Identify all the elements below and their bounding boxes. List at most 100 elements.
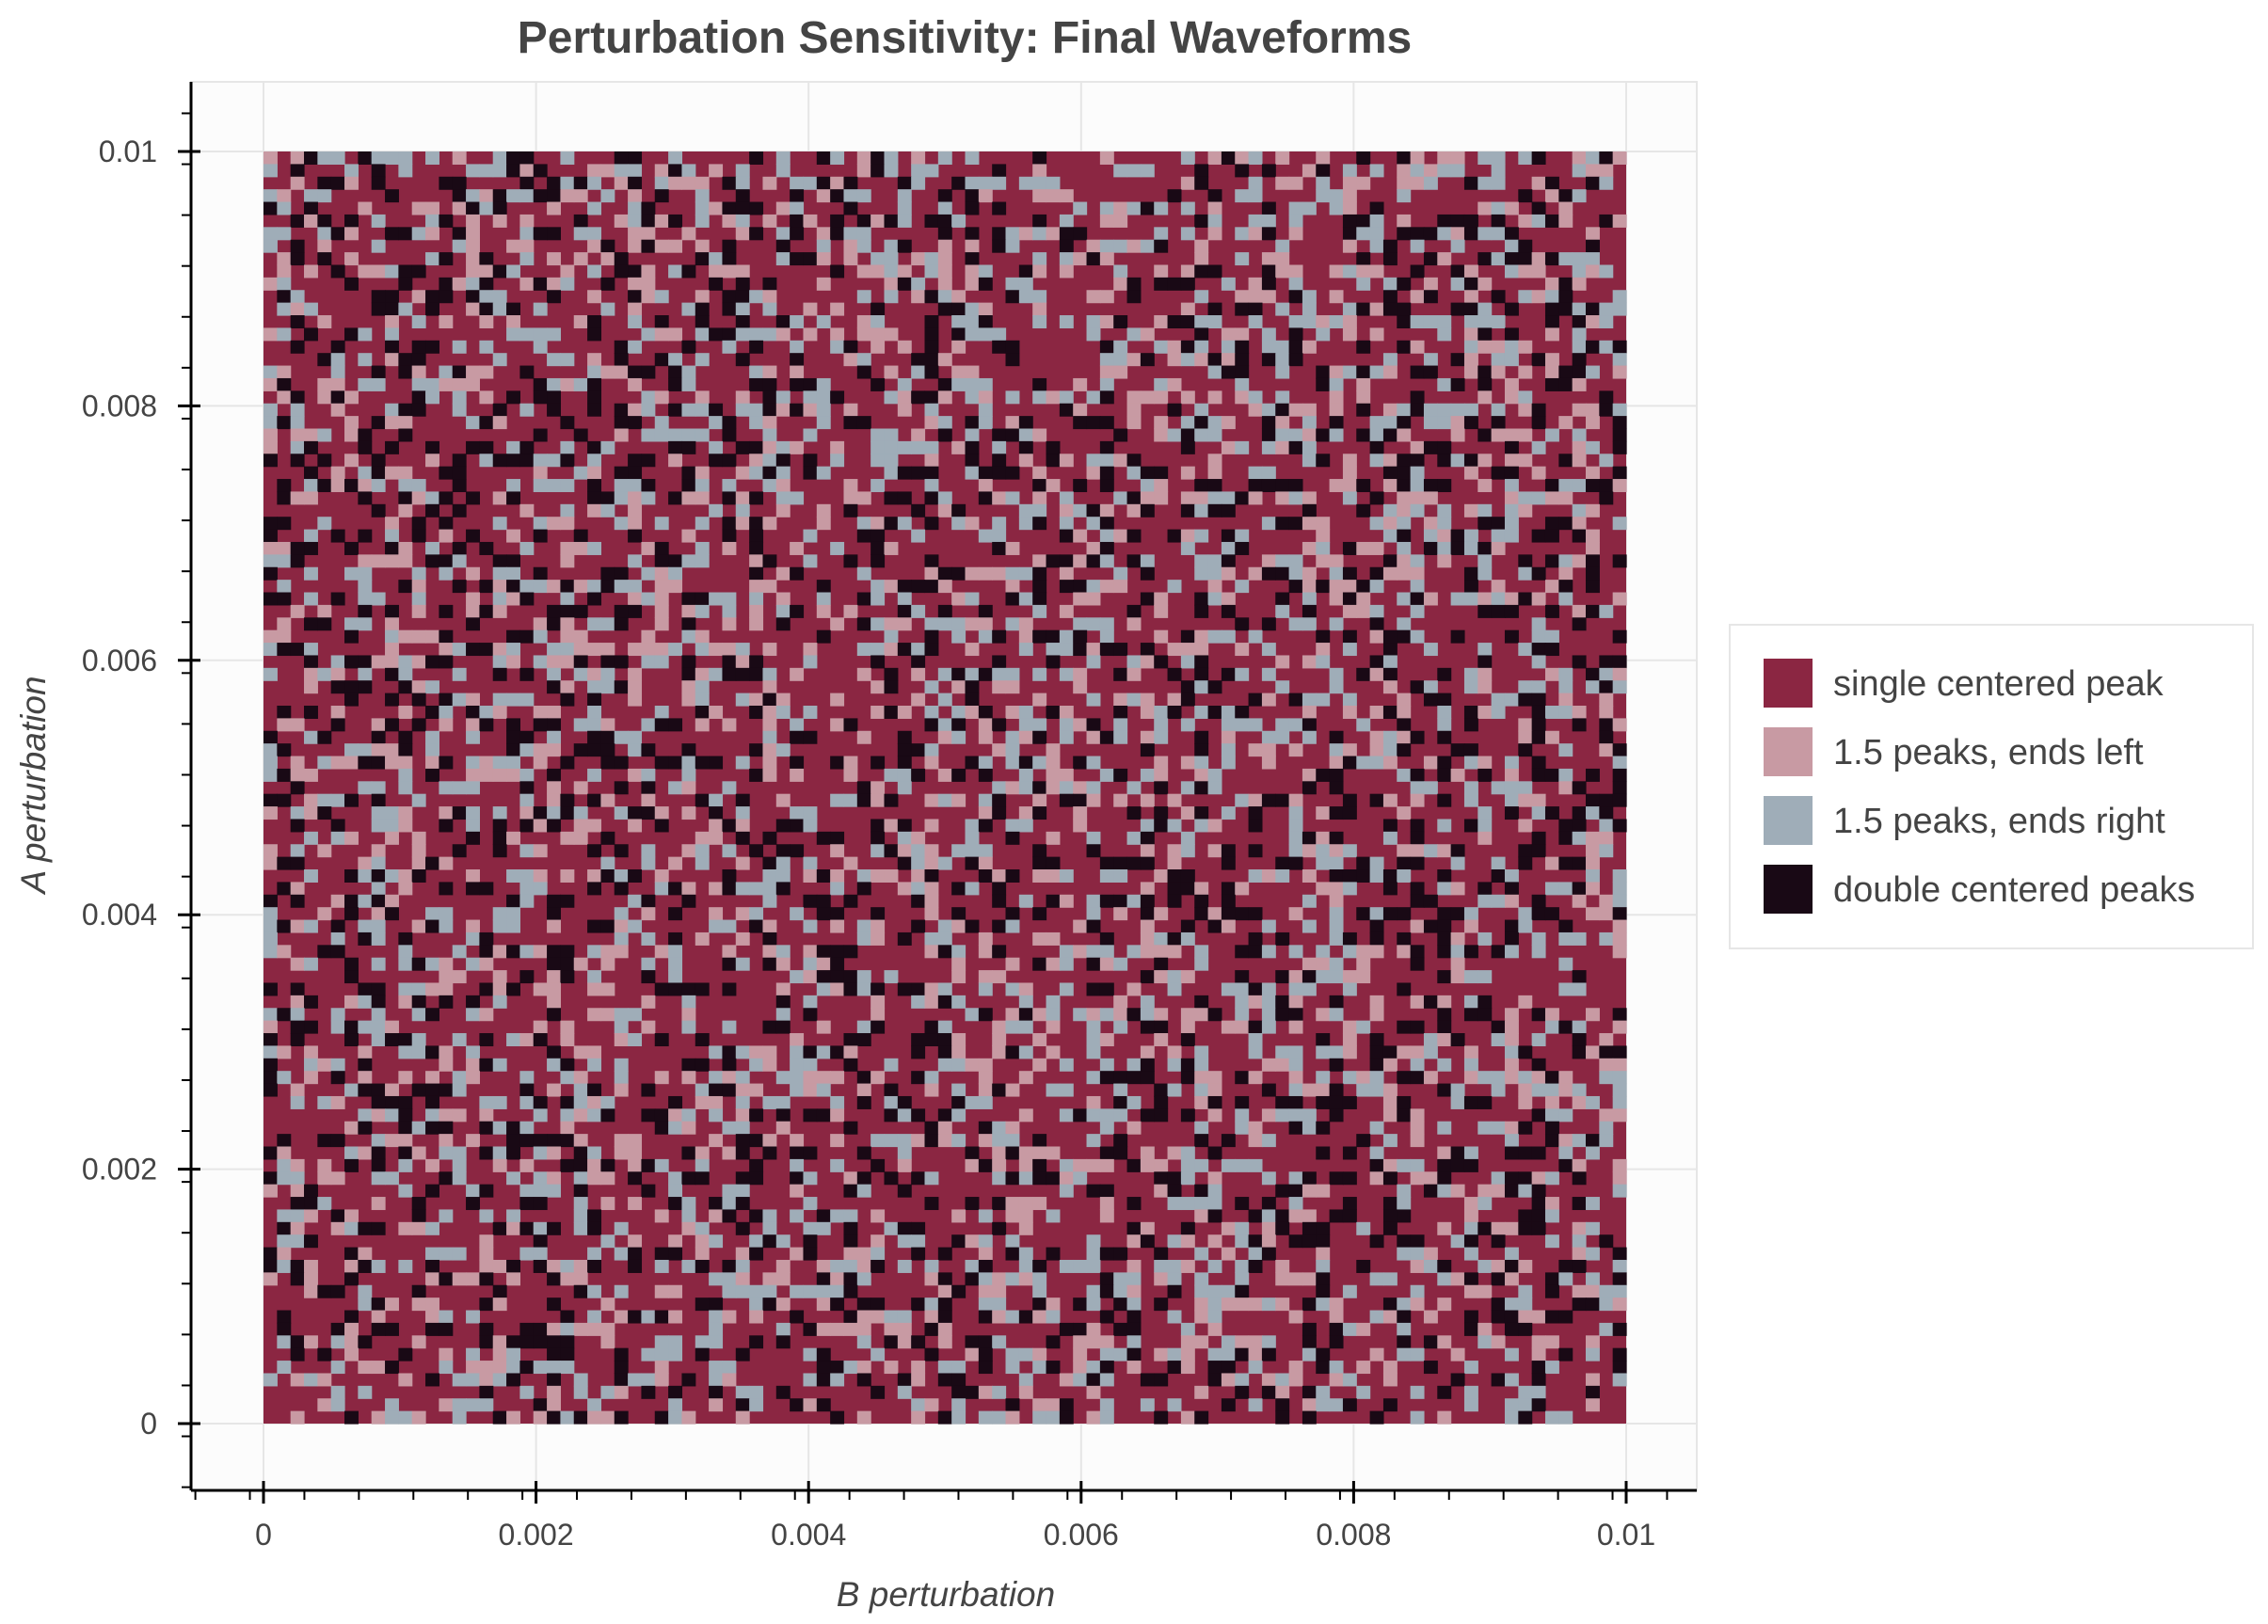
heatmap-cell xyxy=(1585,831,1600,845)
heatmap-cell xyxy=(695,302,710,316)
heatmap-cell xyxy=(1154,869,1169,883)
heatmap-cell xyxy=(1463,416,1478,430)
heatmap-cell xyxy=(330,1171,345,1186)
heatmap-cell xyxy=(1531,756,1546,770)
heatmap-cell xyxy=(681,844,696,858)
heatmap-cell xyxy=(519,1184,535,1198)
heatmap-cell xyxy=(600,302,615,316)
heatmap-cell xyxy=(965,1095,980,1109)
heatmap-cell xyxy=(628,554,643,568)
heatmap-cell xyxy=(1612,416,1627,430)
heatmap-cell xyxy=(1585,1385,1600,1399)
heatmap-cell xyxy=(709,1134,724,1148)
heatmap-cell xyxy=(1585,1045,1600,1059)
heatmap-cell xyxy=(911,1247,926,1261)
heatmap-cell xyxy=(1140,831,1155,845)
heatmap-cell xyxy=(790,189,805,203)
heatmap-cell xyxy=(1599,655,1614,669)
heatmap-cell xyxy=(735,1134,750,1148)
heatmap-cell xyxy=(1585,1095,1600,1109)
heatmap-cell xyxy=(519,819,535,833)
heatmap-cell xyxy=(1316,970,1331,984)
heatmap-cell xyxy=(668,970,683,984)
heatmap-cell xyxy=(654,554,669,568)
heatmap-cell xyxy=(1518,1385,1533,1399)
heatmap-cell xyxy=(870,1385,886,1399)
heatmap-cell xyxy=(547,919,562,933)
heatmap-cell xyxy=(1518,1071,1533,1085)
heatmap-cell xyxy=(1032,1197,1047,1211)
heatmap-cell xyxy=(1180,1361,1195,1375)
heatmap-cell xyxy=(573,1045,588,1059)
heatmap-cell xyxy=(533,629,548,644)
heatmap-cell xyxy=(264,629,278,644)
heatmap-cell xyxy=(506,1259,520,1273)
heatmap-cell xyxy=(1397,428,1412,442)
heatmap-cell xyxy=(992,529,1007,543)
heatmap-cell xyxy=(1288,1083,1303,1097)
heatmap-cell xyxy=(1113,264,1128,279)
heatmap-cell xyxy=(695,466,710,480)
heatmap-cell xyxy=(749,1385,764,1399)
heatmap-cell xyxy=(1463,340,1478,354)
heatmap-cell xyxy=(371,1146,386,1160)
heatmap-cell xyxy=(951,1134,966,1148)
heatmap-cell xyxy=(762,1095,777,1109)
heatmap-cell xyxy=(1046,1298,1061,1312)
heatmap-cell xyxy=(897,1095,912,1109)
heatmap-cell xyxy=(1275,1184,1290,1198)
heatmap-cell xyxy=(1005,667,1020,681)
heatmap-cell xyxy=(1410,831,1425,845)
heatmap-cell xyxy=(1397,529,1412,543)
heatmap-cell xyxy=(1059,1058,1074,1072)
heatmap-cell xyxy=(965,1385,980,1399)
heatmap-cell xyxy=(1113,1298,1128,1312)
heatmap-cell xyxy=(398,365,413,379)
heatmap-cell xyxy=(479,164,494,178)
heatmap-cell xyxy=(1086,1095,1101,1109)
heatmap-cell xyxy=(264,919,278,933)
heatmap-cell xyxy=(1194,164,1209,178)
heatmap-cell xyxy=(439,1058,454,1072)
heatmap-cell xyxy=(1572,1171,1587,1186)
heatmap-cell xyxy=(371,1197,386,1211)
heatmap-cell xyxy=(264,189,278,203)
heatmap-cell xyxy=(1410,164,1425,178)
heatmap-cell xyxy=(330,1284,345,1298)
heatmap-cell xyxy=(1180,1171,1195,1186)
heatmap-cell xyxy=(924,1134,939,1148)
heatmap-cell xyxy=(277,1071,292,1085)
heatmap-cell xyxy=(358,1298,373,1312)
heatmap-cell xyxy=(1154,428,1169,442)
heatmap-cell xyxy=(560,806,575,820)
heatmap-cell xyxy=(628,365,643,379)
heatmap-cell xyxy=(1518,819,1533,833)
heatmap-cell xyxy=(1397,1045,1412,1059)
heatmap-cell xyxy=(1369,416,1384,430)
heatmap-cell xyxy=(735,315,750,329)
heatmap-cell xyxy=(466,1008,480,1022)
heatmap-cell xyxy=(411,1209,426,1223)
heatmap-cell xyxy=(1382,479,1398,493)
heatmap-cell xyxy=(264,730,278,744)
heatmap-cell xyxy=(1544,176,1559,190)
heatmap-cell xyxy=(330,831,345,845)
heatmap-cell xyxy=(1154,907,1169,921)
heatmap-cell xyxy=(924,743,939,757)
heatmap-cell xyxy=(1612,768,1627,782)
heatmap-cell xyxy=(1531,1146,1546,1160)
heatmap-cell xyxy=(317,844,332,858)
heatmap-cell xyxy=(439,1361,454,1375)
heatmap-cell xyxy=(1099,1247,1114,1261)
heatmap-cell xyxy=(1140,693,1155,707)
heatmap-cell xyxy=(1342,466,1357,480)
heatmap-cell xyxy=(1356,1083,1371,1097)
heatmap-cell xyxy=(1261,1008,1276,1022)
heatmap-cell xyxy=(358,743,373,757)
heatmap-cell xyxy=(911,655,926,669)
heatmap-cell xyxy=(358,479,373,493)
heatmap-cell xyxy=(1180,227,1195,241)
heatmap-cell xyxy=(1369,264,1384,279)
heatmap-cell xyxy=(1437,1298,1452,1312)
heatmap-cell xyxy=(1612,1171,1627,1186)
